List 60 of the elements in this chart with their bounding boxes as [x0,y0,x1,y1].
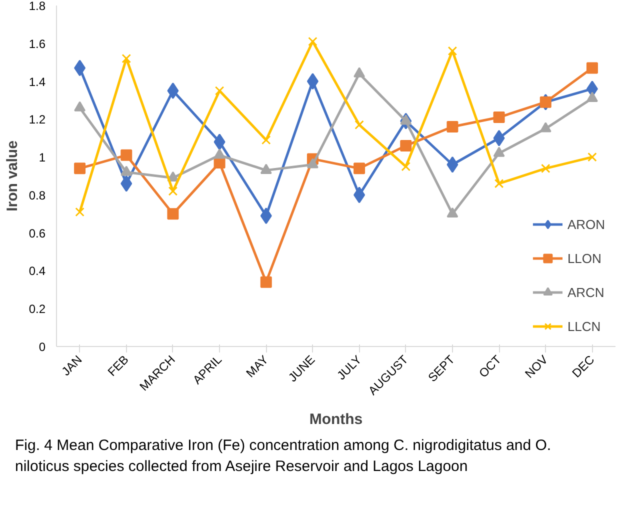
point [493,112,505,124]
y-tick-label: 0.4 [28,264,46,278]
point [400,140,412,152]
y-tick-label: 0 [38,340,46,354]
point [214,86,224,96]
legend-label: ARCN [567,284,604,300]
point [540,164,550,174]
point [260,208,272,224]
point [122,54,132,64]
legend-label: LLON [567,250,602,266]
point [306,73,318,90]
point [354,120,364,130]
x-tick-label: FEB [104,352,132,379]
point [261,135,271,145]
x-axis-title: Months [309,410,363,428]
point [167,82,179,99]
y-tick-label: 0.8 [28,188,46,202]
point [401,162,411,172]
point [354,162,366,174]
point [214,134,226,150]
point [540,122,552,132]
point [446,120,458,132]
y-tick-label: 0.6 [28,226,46,240]
point [448,46,458,56]
point [446,207,458,218]
y-tick-label: 1.6 [28,36,46,51]
point [354,186,366,204]
caption: Fig. 4 Mean Comparative Iron (Fe) concentration among C. nigrodigitatus and O. niloticus species collected from Asejire Reservoir and Lagos Lagoon [15,436,552,478]
legend-label: LLCN [567,318,601,334]
point [74,162,86,174]
y-tick-label: 1.4 [28,74,46,89]
legend-label: ARON [567,216,605,232]
y-tick-label: 1 [38,150,46,165]
point [588,152,597,162]
point [354,67,366,78]
point [260,276,272,288]
point [493,146,505,157]
point [494,178,504,188]
point [120,175,132,192]
point [586,62,598,74]
point [120,149,132,161]
point [540,96,552,108]
point [75,207,84,217]
point [260,164,272,174]
point [74,101,86,112]
y-tick-label: 0.2 [28,302,46,316]
y-axis-title: Iron value [4,140,21,212]
point [306,158,318,168]
point [168,186,178,196]
point [446,156,458,173]
point [493,130,505,146]
point [586,92,598,102]
y-tick-label: 1.8 [28,0,46,13]
point [400,114,412,125]
point [120,166,132,176]
point [74,60,86,76]
point [308,36,318,46]
point [214,148,226,159]
y-tick-label: 1.2 [28,112,46,127]
point [167,208,179,220]
